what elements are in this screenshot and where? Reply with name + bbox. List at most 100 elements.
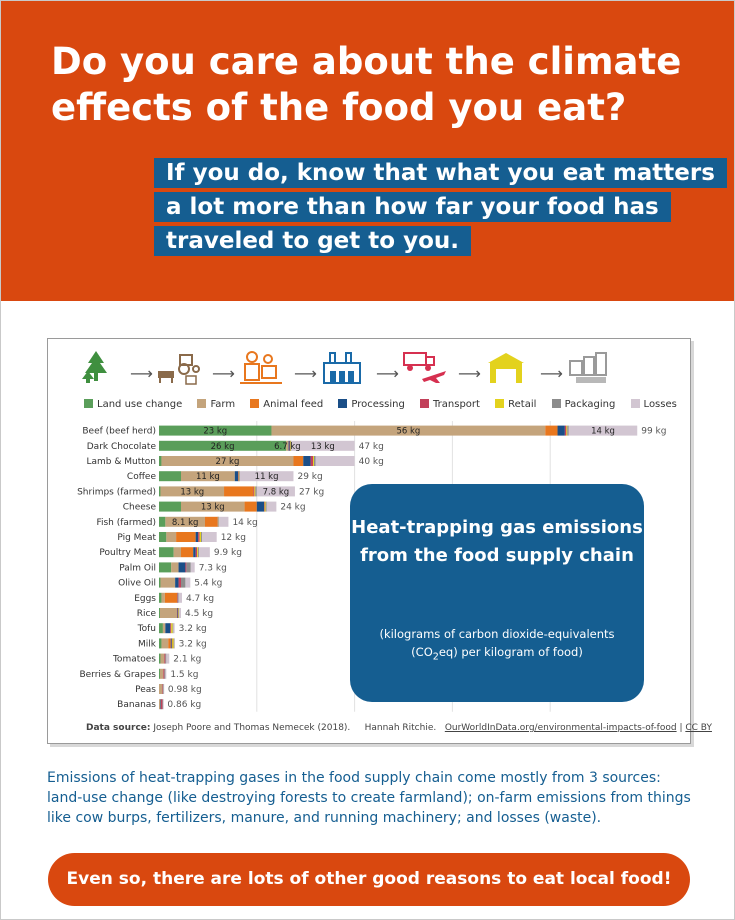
bar-segment — [238, 471, 240, 482]
bar-segment — [201, 532, 203, 542]
bar-segment — [271, 425, 546, 436]
cta-banner: Even so, there are lots of other good re… — [48, 853, 690, 906]
bar-segment — [159, 638, 162, 649]
total-label: 99 kg — [641, 427, 666, 437]
chart-card: ⟶ ⟶ — [47, 338, 712, 744]
bar-segment — [178, 592, 182, 603]
category-label: Cheese — [123, 503, 157, 513]
body-paragraph: Emissions of heat-trapping gases in the … — [47, 770, 691, 826]
farmer-icon — [238, 349, 284, 385]
total-label: 47 kg — [359, 442, 384, 452]
legend-swatch — [551, 399, 561, 408]
category-label: Palm Oil — [119, 563, 156, 573]
bar-segment — [545, 425, 558, 436]
total-label: 5.4 kg — [194, 579, 222, 589]
bar-segment — [185, 577, 191, 588]
license-link[interactable]: CC BY — [685, 723, 712, 733]
bar-segment — [174, 638, 175, 649]
bar-segment — [160, 577, 176, 588]
bar-segment — [198, 532, 200, 542]
bar-segment — [289, 440, 291, 451]
bar-segment — [202, 532, 217, 542]
data-label: 23 kg — [203, 427, 227, 437]
category-label: Poultry Meat — [99, 548, 156, 558]
bar-segment — [177, 608, 179, 618]
total-label: 3.2 kg — [179, 624, 207, 634]
category-label: Berries & Grapes — [79, 670, 156, 680]
category-label: Coffee — [127, 472, 157, 482]
data-label: 14 kg — [591, 427, 615, 437]
arrow-right-icon: ⟶ — [376, 364, 399, 383]
total-label: 4.7 kg — [186, 594, 214, 604]
total-label: 4.5 kg — [185, 609, 213, 619]
bar-segment — [170, 638, 172, 649]
bar-segment — [204, 516, 218, 527]
bar-segment — [159, 623, 163, 634]
supply-chain-icons: ⟶ ⟶ — [72, 349, 662, 389]
bar-segment — [266, 501, 277, 512]
legend-swatch — [84, 399, 93, 408]
legend-swatch — [338, 399, 348, 408]
legend-item: Packaging — [551, 399, 615, 410]
bar-segment — [199, 532, 202, 542]
data-label: 27 kg — [216, 457, 240, 467]
total-label: 29 kg — [297, 472, 322, 482]
total-label: 27 kg — [299, 487, 324, 497]
bar-segment — [179, 608, 182, 618]
bar-segment — [186, 562, 191, 573]
category-label: Shrimps (farmed) — [77, 487, 156, 497]
bar-segment — [190, 562, 195, 573]
category-label: Eggs — [134, 594, 156, 604]
bar-segment — [255, 486, 257, 497]
bar-segment — [159, 608, 178, 618]
data-label: 11 kg — [255, 472, 279, 482]
bar-segment — [165, 516, 205, 527]
bar-segment — [162, 684, 164, 694]
bar-segment — [291, 440, 355, 451]
legend-item: Losses — [630, 399, 677, 410]
legend-swatch — [250, 399, 260, 408]
bar-segment — [159, 532, 167, 542]
bar-segment — [163, 684, 165, 694]
bar-segment — [160, 699, 162, 710]
bar-segment — [159, 440, 287, 451]
data-label: 26 kg — [211, 442, 235, 452]
bar-segment — [217, 516, 219, 527]
bar-segment — [218, 516, 219, 527]
total-label: 40 kg — [359, 457, 384, 467]
bar-segment — [159, 668, 164, 679]
bar-segment — [193, 547, 196, 558]
chart-title-box: Heat-trapping gas emissions from the foo… — [350, 484, 644, 702]
bar-segment — [159, 547, 174, 558]
bar-segment — [181, 501, 245, 512]
category-label: Bananas — [117, 700, 156, 710]
total-label: 0.98 kg — [168, 685, 202, 695]
bar-segment — [293, 456, 304, 466]
bar-segment — [181, 577, 186, 588]
bar-segment — [162, 684, 164, 694]
data-label: 6.7 kg — [274, 442, 301, 452]
bar-segment — [178, 608, 180, 618]
bar-segment — [175, 577, 179, 588]
bar-segment — [171, 638, 173, 649]
total-label: 14 kg — [232, 518, 257, 528]
bar-segment — [172, 638, 174, 649]
bar-segment — [171, 562, 179, 573]
data-label: 7.8 kg — [263, 487, 290, 497]
bar-segment — [171, 623, 173, 634]
header-banner: Do you care about the climate effects of… — [1, 1, 734, 301]
total-label: 3.2 kg — [179, 639, 207, 649]
source-link[interactable]: OurWorldInData.org/environmental-impacts… — [444, 723, 677, 733]
chart-title: Heat-trapping gas emissions from the foo… — [351, 517, 643, 566]
bar-segment — [173, 623, 175, 634]
legend-item: Animal feed — [250, 399, 323, 410]
bar-segment — [198, 547, 200, 558]
data-label: 56 kg — [396, 427, 420, 437]
total-label: 0.86 kg — [167, 700, 201, 710]
bar-segment — [181, 471, 235, 482]
category-label: Rice — [137, 609, 157, 619]
bar-segment — [165, 668, 167, 679]
store-icon — [484, 349, 530, 385]
bar-segment — [178, 608, 179, 618]
bar-segment — [234, 471, 239, 482]
